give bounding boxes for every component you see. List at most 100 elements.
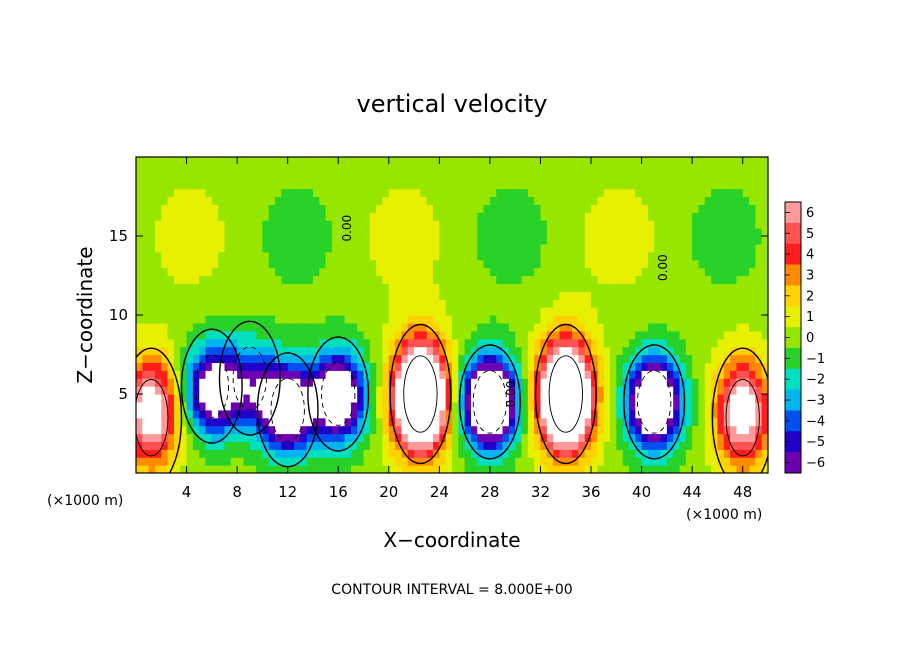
field-cell (483, 441, 491, 450)
field-cell (610, 164, 617, 174)
field-cell (641, 346, 649, 356)
field-cell (584, 449, 592, 458)
field-cell (572, 180, 579, 190)
field-cell (369, 228, 377, 237)
field-cell (268, 330, 276, 340)
field-cell (180, 283, 188, 292)
field-cell (597, 259, 605, 269)
field-cell (540, 441, 548, 450)
field-cell (666, 283, 674, 292)
field-cell (388, 394, 396, 403)
field-cell (142, 362, 150, 371)
field-cell (173, 441, 181, 450)
field-cell (294, 180, 301, 190)
field-cell (136, 172, 143, 182)
field-cell (331, 212, 339, 221)
field-cell (559, 283, 567, 292)
field-cell (161, 291, 169, 300)
field-cell (319, 243, 327, 253)
field-cell (584, 322, 592, 332)
field-cell (205, 299, 213, 308)
field-cell (154, 157, 162, 166)
field-cell (205, 362, 213, 371)
field-cell (578, 338, 586, 348)
field-cell (647, 164, 655, 174)
field-cell (464, 338, 472, 348)
field-cell (527, 267, 535, 277)
field-cell (148, 354, 156, 363)
field-cell (350, 267, 358, 277)
field-cell (395, 354, 403, 363)
field-cell (192, 330, 200, 340)
field-cell (489, 228, 497, 237)
field-cell (666, 417, 674, 427)
field-cell (692, 417, 700, 427)
field-cell (192, 204, 200, 213)
field-cell (673, 180, 681, 190)
field-cell (458, 204, 466, 213)
field-cell (388, 401, 396, 411)
field-cell (350, 401, 358, 411)
field-cell (483, 394, 491, 403)
field-cell (603, 188, 611, 198)
field-cell (742, 338, 750, 348)
field-cell (344, 449, 352, 458)
field-cell (401, 196, 409, 205)
field-cell (723, 157, 731, 166)
field-cell (249, 449, 257, 458)
field-cell (312, 394, 320, 403)
field-cell (161, 172, 169, 182)
field-cell (338, 243, 346, 253)
field-cell (692, 457, 700, 466)
field-cell (584, 441, 592, 450)
field-cell (749, 172, 756, 182)
field-cell (717, 220, 725, 229)
field-cell (287, 370, 295, 379)
field-cell (154, 259, 162, 269)
field-cell (173, 330, 181, 340)
field-cell (584, 354, 592, 363)
field-cell (502, 425, 510, 435)
field-cell (281, 457, 289, 466)
field-cell (452, 212, 459, 221)
field-cell (154, 228, 162, 237)
field-cell (357, 401, 365, 411)
x-axis: 4 8 12 16 20 24 28 32 36 40 44 48 (182, 157, 752, 501)
field-cell (610, 236, 617, 245)
field-cell (660, 338, 668, 348)
field-cell (161, 275, 169, 284)
field-cell (230, 275, 238, 284)
field-cell (464, 322, 472, 332)
field-cell (698, 338, 706, 348)
field-cell (647, 188, 655, 198)
field-cell (711, 275, 719, 284)
field-cell (148, 449, 156, 458)
field-cell (331, 449, 339, 458)
field-cell (679, 401, 687, 411)
field-cell (161, 330, 169, 340)
field-cell (647, 386, 655, 395)
field-cell (464, 236, 472, 245)
field-cell (647, 259, 655, 269)
field-cell (622, 164, 630, 174)
field-cell (445, 322, 453, 332)
field-cell (376, 441, 384, 450)
field-cell (660, 354, 668, 363)
field-cell (275, 188, 282, 198)
field-cell (230, 180, 238, 190)
field-cell (154, 267, 162, 277)
field-cell (610, 457, 617, 466)
field-cell (186, 299, 194, 308)
colorbar-swatch (785, 285, 801, 307)
field-cell (180, 157, 188, 166)
field-cell (508, 299, 516, 308)
field-cell (180, 433, 188, 442)
field-cell (224, 465, 232, 473)
field-cell (325, 346, 333, 356)
field-cell (635, 394, 643, 403)
field-cell (749, 204, 756, 213)
field-cell (167, 394, 175, 403)
field-cell (211, 267, 219, 277)
field-cell (395, 338, 403, 348)
field-cell (224, 275, 232, 284)
